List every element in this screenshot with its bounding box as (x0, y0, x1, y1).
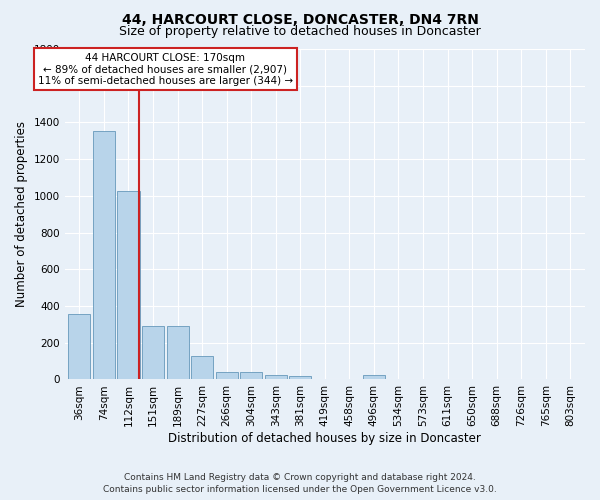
Bar (240, 372, 262, 380)
Bar (289, 376, 311, 380)
Bar (93, 130, 115, 380)
X-axis label: Distribution of detached houses by size in Doncaster: Distribution of detached houses by size … (169, 432, 481, 445)
Text: Size of property relative to detached houses in Doncaster: Size of property relative to detached ho… (119, 25, 481, 38)
Bar (265, 375, 287, 380)
Bar (363, 375, 385, 380)
Y-axis label: Number of detached properties: Number of detached properties (15, 121, 28, 307)
Bar (167, 326, 188, 380)
Bar (215, 372, 238, 380)
Bar (118, 192, 140, 380)
Bar (191, 356, 213, 380)
Text: 44 HARCOURT CLOSE: 170sqm
← 89% of detached houses are smaller (2,907)
11% of se: 44 HARCOURT CLOSE: 170sqm ← 89% of detac… (38, 52, 293, 86)
Bar (68, 314, 91, 380)
Bar (142, 326, 164, 380)
Text: Contains HM Land Registry data © Crown copyright and database right 2024.
Contai: Contains HM Land Registry data © Crown c… (103, 472, 497, 494)
Text: 44, HARCOURT CLOSE, DONCASTER, DN4 7RN: 44, HARCOURT CLOSE, DONCASTER, DN4 7RN (122, 12, 478, 26)
